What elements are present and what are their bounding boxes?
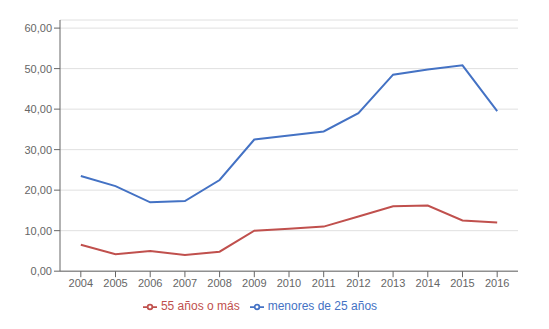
svg-text:30,00: 30,00 [24,144,52,156]
svg-text:2008: 2008 [207,277,231,289]
svg-text:60,00: 60,00 [24,22,52,34]
html-text:55 años o más: 55 años o más [160,299,240,314]
svg-text:2015: 2015 [450,277,474,289]
svg-text:2007: 2007 [173,277,197,289]
svg-text:2013: 2013 [381,277,405,289]
svg-text:10,00: 10,00 [24,225,52,237]
svg-text:40,00: 40,00 [24,103,52,115]
svg-text:2009: 2009 [242,277,266,289]
svg-text:2012: 2012 [346,277,370,289]
svg-text:2006: 2006 [138,277,162,289]
svg-text:2010: 2010 [277,277,301,289]
svg-text:2011: 2011 [312,277,336,289]
svg-text:2014: 2014 [416,277,440,289]
svg-text:0,00: 0,00 [31,265,52,277]
svg-text:20,00: 20,00 [24,184,52,196]
svg-text:2005: 2005 [103,277,127,289]
html-text:menores de 25 años: menores de 25 años [267,299,378,314]
svg-text:2004: 2004 [69,277,93,289]
svg-text:50,00: 50,00 [24,63,52,75]
svg-text:2016: 2016 [485,277,509,289]
